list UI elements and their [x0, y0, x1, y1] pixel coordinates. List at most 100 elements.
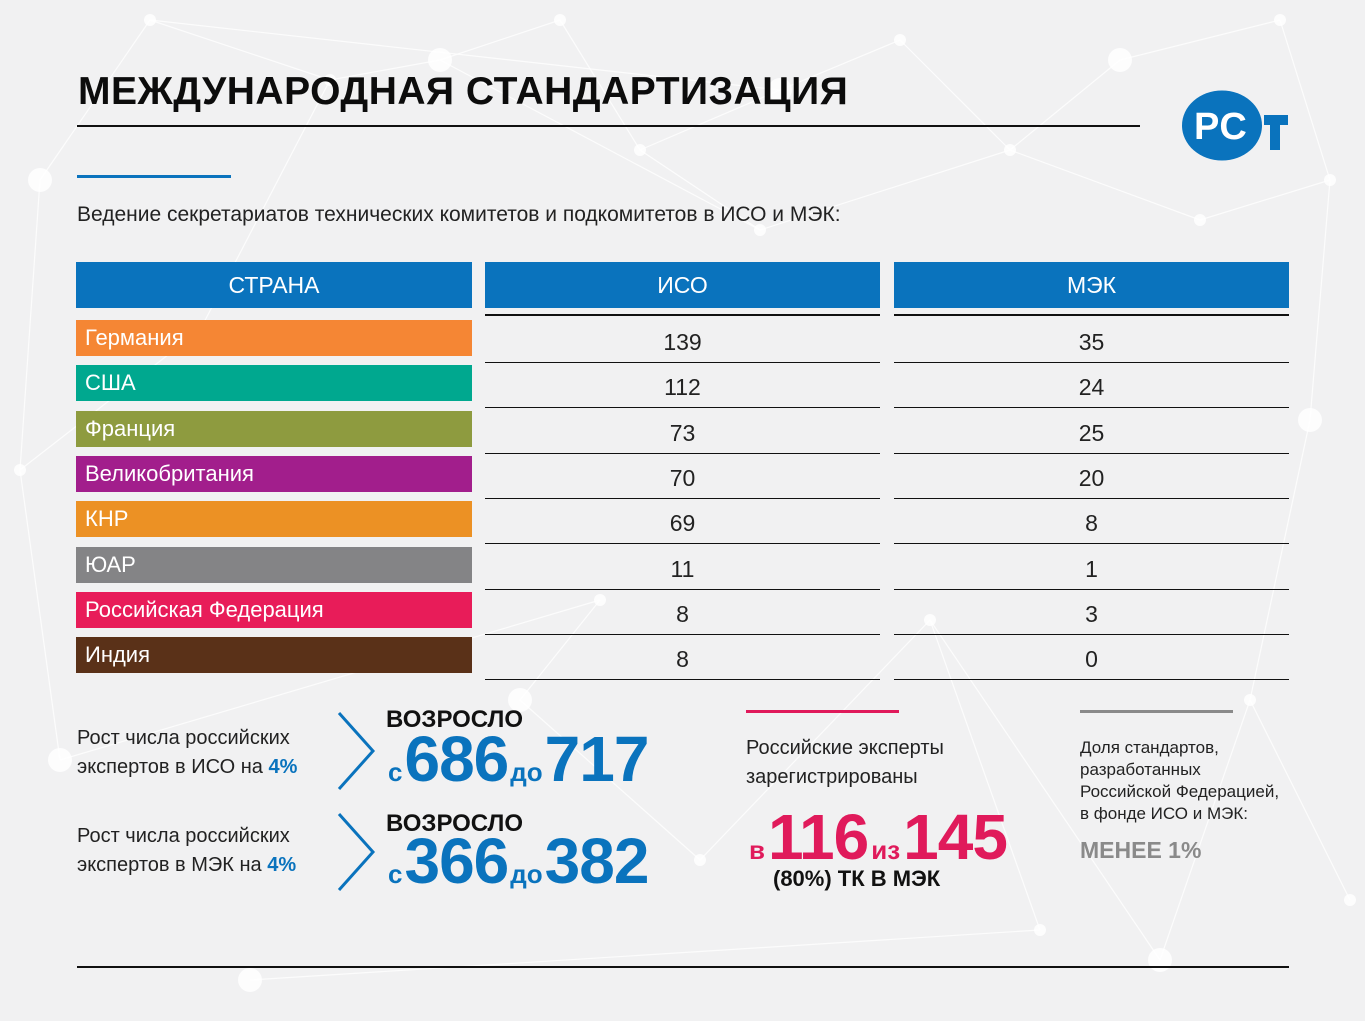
network-node	[1344, 894, 1356, 906]
iso-value-cell: 112	[485, 363, 880, 409]
network-link	[899, 39, 1011, 151]
network-link	[929, 619, 1041, 931]
network-link	[759, 149, 1011, 231]
network-link	[519, 699, 701, 861]
network-node	[1244, 694, 1256, 706]
iec-value-cell: 0	[894, 635, 1289, 681]
network-link	[439, 59, 761, 231]
network-node	[1034, 924, 1046, 936]
iso-value-cell: 70	[485, 454, 880, 499]
network-node	[48, 748, 72, 772]
network-link	[1249, 419, 1311, 701]
iso-experts-change: с 686 до 717	[388, 723, 649, 795]
iso-growth-percent: 4%	[268, 756, 298, 778]
iec-experts-change: с 366 до 382	[388, 825, 649, 897]
network-link	[1279, 19, 1331, 181]
svg-text:PC: PC	[1194, 106, 1247, 148]
iso-value-cell: 8	[485, 635, 880, 681]
iso-value-cell: 73	[485, 409, 880, 454]
iec-growth-percent: 4%	[267, 854, 297, 876]
page-title: МЕЖДУНАРОДНАЯ СТАНДАРТИЗАЦИЯ	[78, 70, 849, 113]
iec-top-rule	[894, 314, 1289, 316]
network-node	[554, 14, 566, 26]
network-node	[894, 34, 906, 46]
network-node	[768, 78, 792, 102]
network-link	[699, 619, 931, 861]
iso-value-cell: 11	[485, 545, 880, 590]
network-link	[1159, 699, 1251, 961]
network-link	[1309, 179, 1331, 421]
network-node	[428, 48, 452, 72]
network-link	[19, 469, 61, 761]
standards-share-value: МЕНЕЕ 1%	[1080, 837, 1202, 863]
iec-value-cell: 8	[894, 499, 1289, 545]
network-link	[639, 89, 781, 151]
iso-top-rule	[485, 314, 880, 316]
country-cell: Российская Федерация	[76, 591, 472, 628]
network-link	[519, 599, 601, 701]
network-node	[1274, 14, 1286, 26]
network-node	[694, 854, 706, 866]
iec-value-cell: 3	[894, 590, 1289, 635]
network-link	[19, 179, 41, 471]
network-node	[754, 224, 766, 236]
network-node	[1324, 174, 1336, 186]
network-node	[1194, 214, 1206, 226]
network-link	[1009, 149, 1201, 221]
network-node	[238, 968, 262, 992]
chevron-right-icon	[337, 711, 376, 791]
country-cell: Великобритания	[76, 455, 472, 492]
network-node	[1298, 408, 1322, 432]
header-country: СТРАНА	[76, 262, 472, 308]
country-cell: КНР	[76, 501, 472, 538]
network-link	[149, 19, 331, 81]
network-link	[929, 619, 1161, 961]
network-link	[249, 929, 1041, 981]
footer-divider	[77, 966, 1289, 968]
network-node	[1148, 948, 1172, 972]
iec-growth-label: Рост числа российских экспертов в МЭК на…	[77, 825, 297, 876]
network-link	[439, 19, 561, 61]
network-link	[1199, 179, 1331, 221]
table-description: Ведение секретариатов технических комите…	[77, 203, 841, 226]
iec-value-cell: 24	[894, 363, 1289, 409]
network-node	[508, 688, 532, 712]
network-link	[639, 149, 761, 231]
network-node	[1004, 144, 1016, 156]
network-node	[924, 614, 936, 626]
country-cell: ЮАР	[76, 546, 472, 583]
network-node	[28, 168, 52, 192]
iec-value-cell: 20	[894, 454, 1289, 499]
country-cell: Индия	[76, 637, 472, 674]
title-underline	[77, 125, 1140, 127]
network-link	[1009, 59, 1121, 151]
experts-tc-note: (80%) ТК В МЭК	[773, 866, 941, 891]
iec-rose-label: ВОЗРОСЛО	[386, 810, 524, 837]
country-cell: Франция	[76, 410, 472, 447]
network-link	[1119, 19, 1281, 61]
iso-value-cell: 139	[485, 318, 880, 363]
iso-value-cell: 69	[485, 499, 880, 545]
experts-registered-label: Российские эксперты зарегистрированы	[746, 737, 944, 788]
network-node	[324, 74, 336, 86]
iso-growth-label: Рост числа российских экспертов в ИСО на…	[77, 727, 298, 778]
network-node	[594, 594, 606, 606]
country-cell: Германия	[76, 320, 472, 356]
network-link	[149, 19, 781, 91]
network-link	[59, 599, 601, 761]
network-link	[39, 19, 151, 181]
iec-value-cell: 25	[894, 409, 1289, 454]
iec-value-cell: 35	[894, 318, 1289, 363]
chevron-right-icon	[337, 812, 376, 892]
iso-value-cell: 8	[485, 590, 880, 635]
network-node	[144, 14, 156, 26]
experts-tc-count: в 116 из 145	[749, 801, 1008, 873]
network-link	[329, 59, 441, 81]
gray-accent-line	[1080, 710, 1233, 713]
country-cell: США	[76, 365, 472, 402]
standards-share-label: Доля стандартов, разработанных Российско…	[1080, 738, 1280, 823]
network-link	[779, 39, 901, 91]
iec-value-cell: 1	[894, 545, 1289, 590]
network-link	[1249, 699, 1351, 901]
network-node	[634, 144, 646, 156]
